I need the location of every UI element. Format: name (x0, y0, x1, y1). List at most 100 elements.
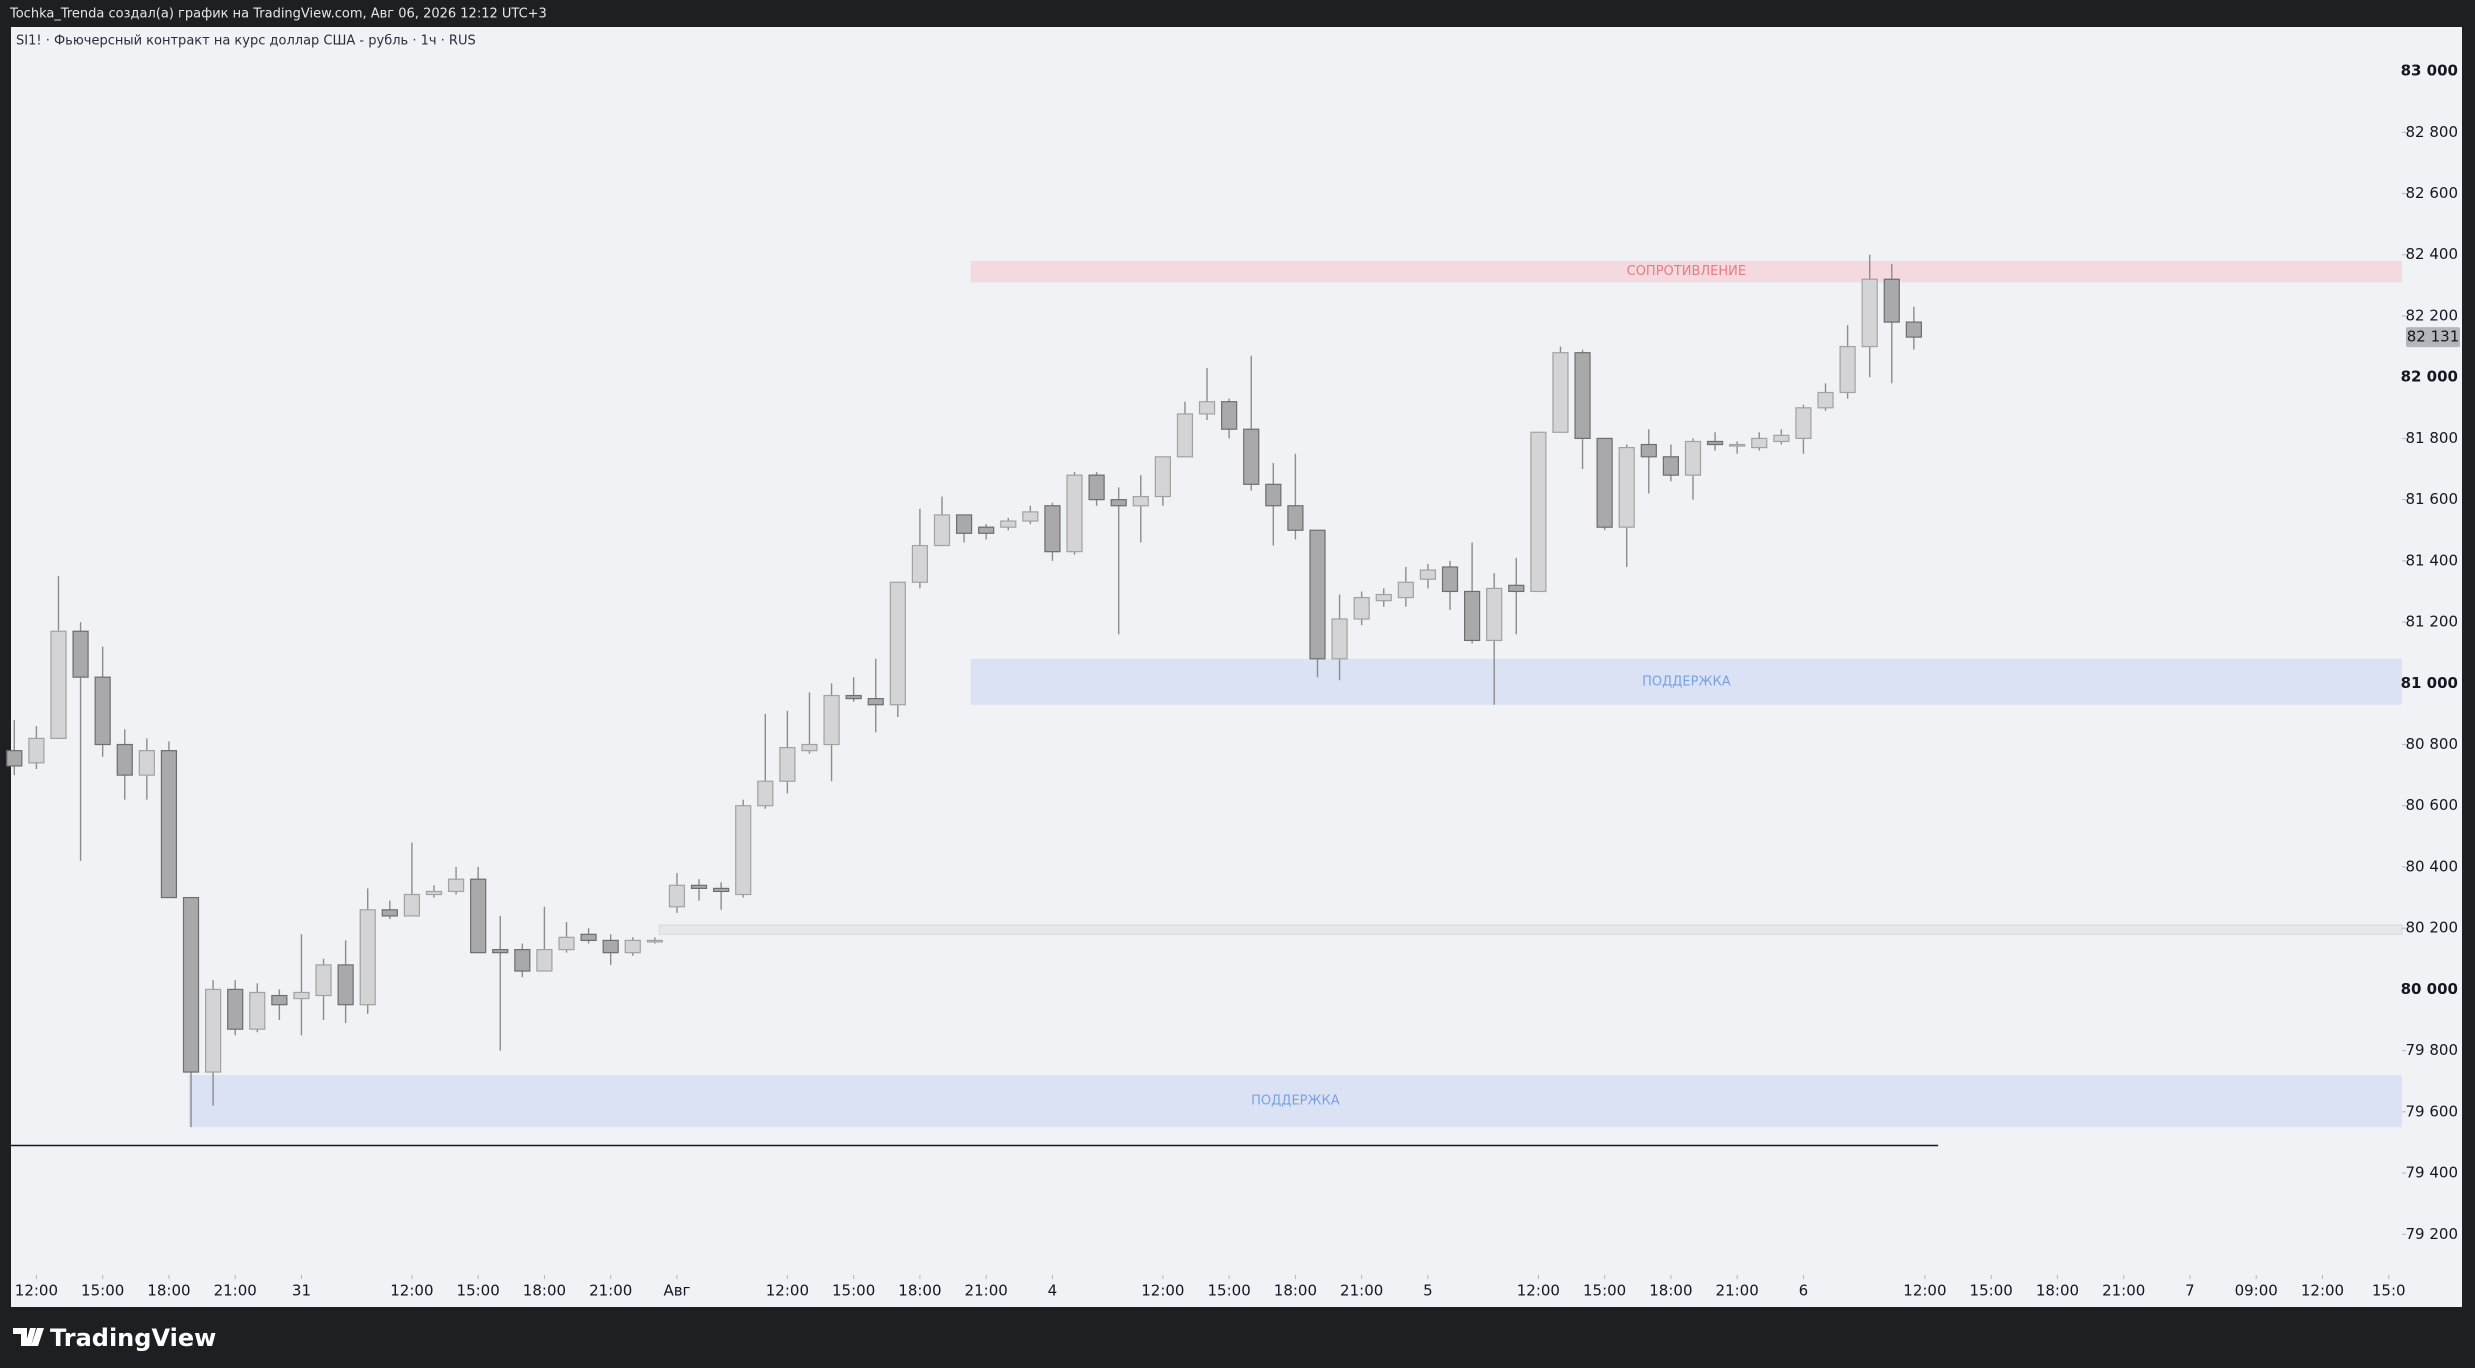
candle-body (1265, 483, 1282, 507)
candle-body (72, 630, 89, 678)
x-tick-label: 15:00 (1208, 1282, 1251, 1300)
y-tick-label: 79 200 (2406, 1225, 2459, 1243)
x-tick-label: 15:0 (2372, 1282, 2406, 1300)
candle-body (1441, 566, 1459, 593)
symbol-title: SI1! · Фьючерсный контракт на курс долла… (16, 34, 476, 49)
y-tick-label: 79 800 (2406, 1041, 2459, 1059)
candle-body (1221, 401, 1238, 430)
y-tick-label: 81 200 (2406, 613, 2459, 631)
candle-body (757, 780, 774, 807)
candle-body (978, 526, 995, 534)
candle-body (337, 964, 354, 1006)
candle-body (602, 939, 619, 954)
last-price-box (2406, 327, 2460, 348)
candle-body (646, 939, 663, 943)
candle-body (50, 630, 67, 739)
candle-body (889, 581, 906, 706)
candle-body (580, 933, 597, 942)
candle-body (359, 909, 376, 1006)
candle-body (425, 890, 443, 896)
candle-body (160, 750, 178, 899)
y-tick-label: 81 600 (2406, 490, 2459, 508)
x-tick-label: 5 (1423, 1282, 1433, 1300)
candle-body (1375, 593, 1392, 602)
candle-body (1596, 437, 1613, 528)
candle-body (933, 514, 951, 547)
candle-body (1508, 584, 1525, 593)
x-tick-label: 18:00 (523, 1282, 566, 1300)
candle-body (735, 805, 752, 896)
candle-body (381, 909, 398, 917)
zone-label: ПОДДЕРЖКА (1251, 1094, 1340, 1109)
last-price-label: 82 131 (2407, 328, 2460, 346)
candle-body (1618, 446, 1635, 528)
x-tick-label: 21:00 (1716, 1282, 1759, 1300)
candle-body (536, 949, 553, 972)
x-tick-label: 12:00 (766, 1282, 809, 1300)
x-tick-label: 7 (2185, 1282, 2195, 1300)
zone (658, 924, 2403, 935)
x-tick-label: 15:00 (81, 1282, 124, 1300)
x-tick-label: 12:00 (1141, 1282, 1184, 1300)
candle-body (204, 988, 222, 1073)
y-tick-label: 82 600 (2406, 184, 2459, 202)
zone (970, 260, 2402, 283)
y-tick-label: 82 800 (2406, 123, 2459, 141)
y-tick-label: 80 200 (2406, 919, 2459, 937)
candle-body (138, 750, 155, 776)
y-tick-label: 82 400 (2406, 245, 2459, 263)
candle-body (779, 746, 796, 782)
candle-body (1684, 440, 1702, 476)
candle-body (1883, 278, 1900, 323)
x-tick-label: 12:00 (15, 1282, 58, 1300)
candle-body (1640, 443, 1657, 458)
y-tick-label: 80 000 (2401, 980, 2458, 998)
brand-logo: TradingView (13, 1324, 216, 1352)
zone-label: ПОДДЕРЖКА (1642, 674, 1731, 689)
y-tick-label: 79 400 (2406, 1164, 2459, 1182)
candle-body (1353, 596, 1370, 620)
x-tick-label: Авг (663, 1282, 690, 1300)
candle-body (1486, 587, 1503, 642)
y-tick-label: 82 200 (2406, 306, 2459, 324)
x-tick-label: 12:00 (2301, 1282, 2344, 1300)
candle-body (514, 949, 531, 972)
y-tick-label: 80 600 (2406, 796, 2459, 814)
candle-body (1132, 495, 1149, 507)
candle-body (1088, 474, 1105, 501)
candle-body (1861, 278, 1878, 348)
x-tick-label: 12:00 (1517, 1282, 1560, 1300)
candle-body (1574, 352, 1591, 440)
candle-body (845, 694, 862, 700)
x-tick-label: 18:00 (2036, 1282, 2079, 1300)
y-tick-label: 81 400 (2406, 551, 2459, 569)
candle-body (1022, 511, 1039, 522)
candle-body (227, 988, 244, 1030)
candle-body (470, 878, 487, 954)
y-tick-label: 81 800 (2406, 429, 2459, 447)
zone (970, 658, 2402, 705)
candle-body (116, 743, 133, 776)
candle-body (1662, 456, 1680, 476)
zone (188, 1075, 2403, 1128)
x-tick-label: 18:00 (898, 1282, 941, 1300)
header-text: Tochka_Trenda создал(а) график на Tradin… (9, 7, 547, 22)
candle-body (249, 991, 266, 1030)
x-tick-label: 6 (1799, 1282, 1809, 1300)
candle-body (1706, 440, 1724, 446)
candle-body (1751, 437, 1768, 449)
candle-body (28, 737, 45, 764)
candle-body (182, 896, 200, 1073)
x-tick-label: 31 (292, 1282, 311, 1300)
y-tick-label: 83 000 (2401, 62, 2458, 80)
candle-body (624, 939, 641, 954)
candle-body (492, 949, 509, 954)
x-tick-label: 21:00 (589, 1282, 632, 1300)
candle-body (1309, 529, 1326, 660)
candle-body (1530, 431, 1547, 593)
zone-label: СОПРОТИВЛЕНИЕ (1627, 264, 1746, 279)
candle-body (867, 697, 884, 706)
candle-body (1905, 321, 1922, 338)
x-tick-label: 15:00 (1970, 1282, 2013, 1300)
